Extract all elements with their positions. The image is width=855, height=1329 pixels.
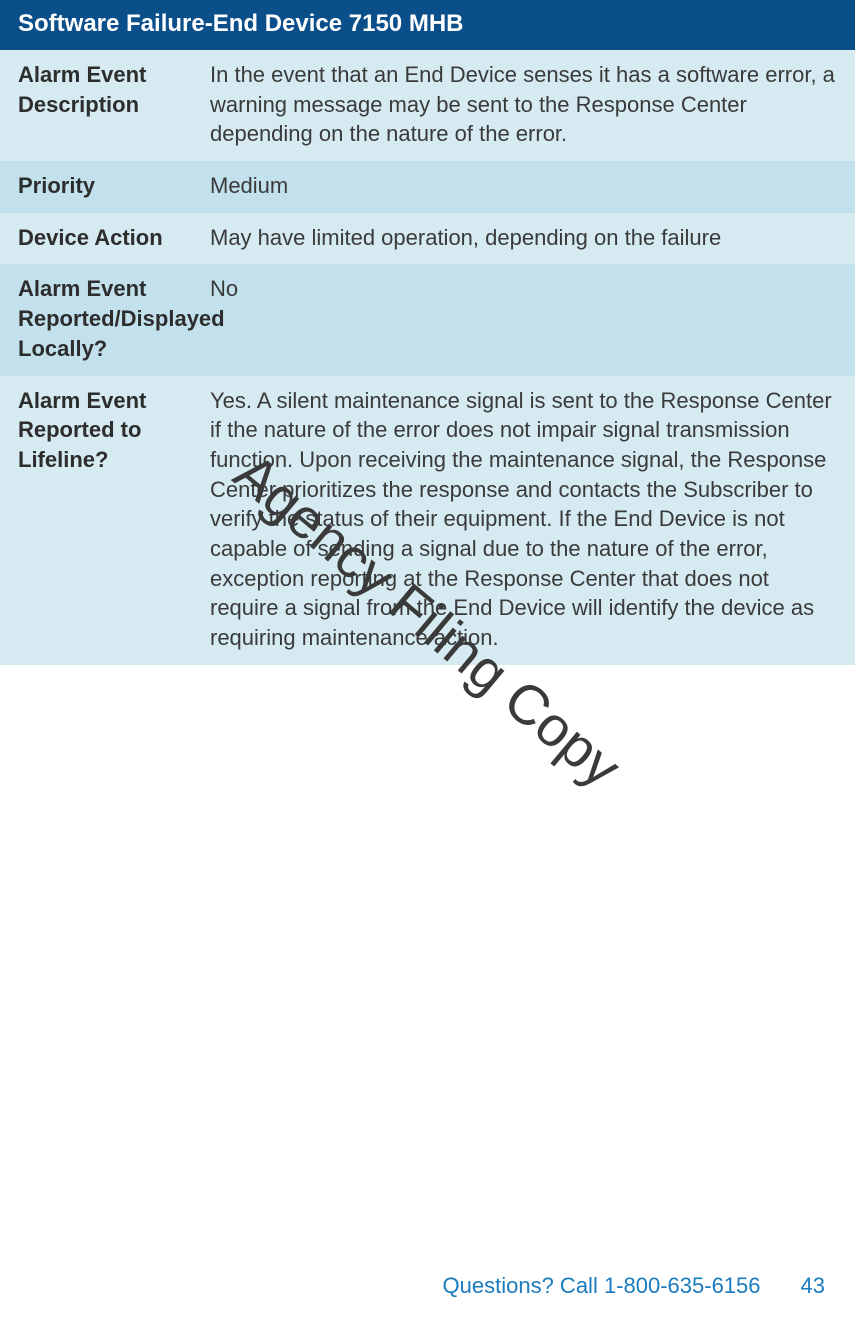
row-label: Alarm Event Reported to Lifeline?: [0, 376, 210, 487]
table-row: Alarm Event Reported/Displayed Locally? …: [0, 264, 855, 375]
row-value: In the event that an End Device senses i…: [210, 50, 855, 161]
row-value: Yes. A silent maintenance signal is sent…: [210, 376, 855, 665]
row-value: No: [210, 264, 855, 316]
row-label: Alarm Event Description: [0, 50, 210, 131]
row-value: Medium: [210, 161, 855, 213]
footer-questions: Questions? Call 1-800-635-6156: [443, 1273, 761, 1299]
table-row: Device Action May have limited operation…: [0, 213, 855, 265]
row-label: Priority: [0, 161, 210, 213]
table-row: Alarm Event Description In the event tha…: [0, 50, 855, 161]
table-row: Alarm Event Reported to Lifeline? Yes. A…: [0, 376, 855, 665]
table-header: Software Failure-End Device 7150 MHB: [0, 0, 855, 50]
row-value: May have limited operation, depending on…: [210, 213, 855, 265]
page-footer: Questions? Call 1-800-635-6156 43: [443, 1273, 825, 1299]
row-label: Alarm Event Reported/Displayed Locally?: [0, 264, 210, 375]
table-row: Priority Medium: [0, 161, 855, 213]
row-label: Device Action: [0, 213, 210, 265]
alarm-table: Software Failure-End Device 7150 MHB Ala…: [0, 0, 855, 665]
page-number: 43: [801, 1273, 825, 1299]
